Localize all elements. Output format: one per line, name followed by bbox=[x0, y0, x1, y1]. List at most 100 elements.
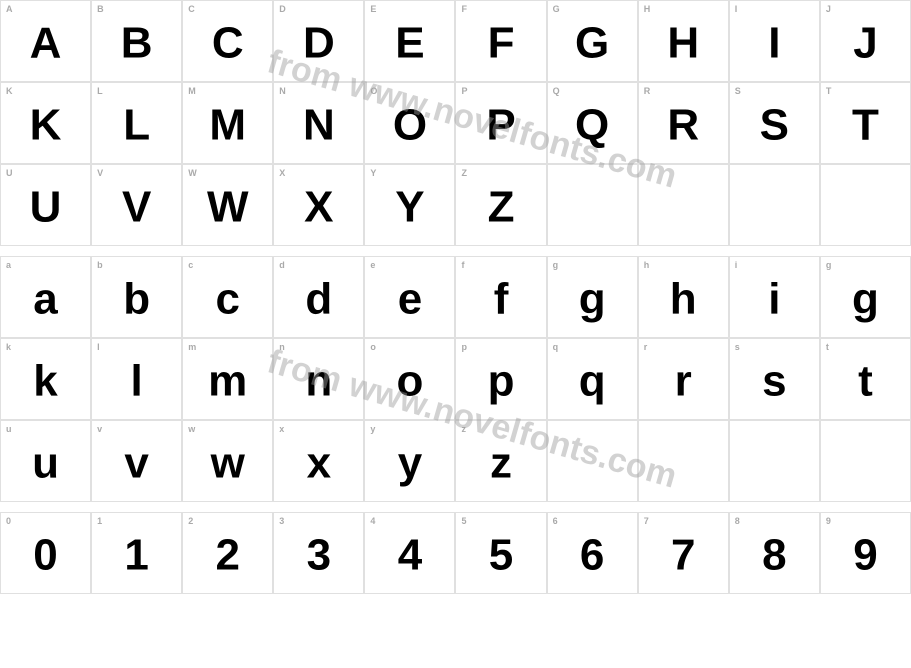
glyph-cell-label: s bbox=[735, 342, 740, 352]
glyph-cell: EE bbox=[364, 0, 455, 82]
glyph-cell: ff bbox=[455, 256, 546, 338]
glyph-cell-glyph: 9 bbox=[853, 531, 877, 581]
glyph-grid-section: aabbccddeeffgghhiiggkkllmmnnooppqqrrsstt… bbox=[0, 256, 911, 502]
glyph-cell: WW bbox=[182, 164, 273, 246]
glyph-cell-glyph: 1 bbox=[124, 531, 148, 581]
glyph-cell-label: g bbox=[553, 260, 559, 270]
glyph-cell-label: U bbox=[6, 168, 13, 178]
glyph-cell-glyph: m bbox=[208, 357, 247, 407]
glyph-cell-glyph: F bbox=[488, 19, 515, 69]
glyph-cell: CC bbox=[182, 0, 273, 82]
glyph-cell: 66 bbox=[547, 512, 638, 594]
glyph-cell-glyph: Q bbox=[575, 101, 609, 151]
glyph-cell-label: k bbox=[6, 342, 11, 352]
glyph-cell-label: 7 bbox=[644, 516, 649, 526]
glyph-cell-glyph: 7 bbox=[671, 531, 695, 581]
glyph-cell: 44 bbox=[364, 512, 455, 594]
glyph-cell-label: F bbox=[461, 4, 467, 14]
glyph-cell: dd bbox=[273, 256, 364, 338]
glyph-cell-glyph: u bbox=[32, 439, 59, 489]
glyph-cell-label: p bbox=[461, 342, 467, 352]
glyph-cell: JJ bbox=[820, 0, 911, 82]
glyph-cell-glyph: V bbox=[122, 183, 151, 233]
glyph-cell-label: o bbox=[370, 342, 376, 352]
glyph-cell-label: 1 bbox=[97, 516, 102, 526]
glyph-cell-label: u bbox=[6, 424, 12, 434]
glyph-cell-glyph: W bbox=[207, 183, 249, 233]
glyph-cell: GG bbox=[547, 0, 638, 82]
glyph-cell bbox=[547, 420, 638, 502]
glyph-cell-label: 2 bbox=[188, 516, 193, 526]
glyph-cell bbox=[638, 164, 729, 246]
glyph-cell bbox=[729, 164, 820, 246]
glyph-cell: AA bbox=[0, 0, 91, 82]
glyph-cell: uu bbox=[0, 420, 91, 502]
glyph-cell-glyph: B bbox=[121, 19, 153, 69]
glyph-cell-label: L bbox=[97, 86, 103, 96]
glyph-cell-label: E bbox=[370, 4, 376, 14]
glyph-cell-glyph: c bbox=[215, 275, 239, 325]
glyph-cell: qq bbox=[547, 338, 638, 420]
glyph-cell-glyph: 5 bbox=[489, 531, 513, 581]
glyph-cell-glyph: 2 bbox=[215, 531, 239, 581]
glyph-cell-glyph: X bbox=[304, 183, 333, 233]
glyph-cell: cc bbox=[182, 256, 273, 338]
glyph-cell-label: R bbox=[644, 86, 651, 96]
glyph-cell: ii bbox=[729, 256, 820, 338]
glyph-cell-glyph: J bbox=[853, 19, 877, 69]
glyph-grid-section: 00112233445566778899 bbox=[0, 512, 911, 594]
glyph-cell-glyph: P bbox=[486, 101, 515, 151]
glyph-cell-label: 0 bbox=[6, 516, 11, 526]
glyph-cell: aa bbox=[0, 256, 91, 338]
glyph-cell: hh bbox=[638, 256, 729, 338]
glyph-cell: MM bbox=[182, 82, 273, 164]
glyph-cell-label: g bbox=[826, 260, 832, 270]
glyph-cell: 99 bbox=[820, 512, 911, 594]
glyph-cell: II bbox=[729, 0, 820, 82]
glyph-cell-label: C bbox=[188, 4, 195, 14]
glyph-cell-glyph: K bbox=[30, 101, 62, 151]
glyph-cell-glyph: t bbox=[858, 357, 873, 407]
glyph-cell: nn bbox=[273, 338, 364, 420]
glyph-cell-label: 9 bbox=[826, 516, 831, 526]
glyph-cell-glyph: L bbox=[123, 101, 150, 151]
glyph-cell-label: x bbox=[279, 424, 284, 434]
glyph-cell bbox=[729, 420, 820, 502]
glyph-cell-label: O bbox=[370, 86, 377, 96]
glyph-cell-label: f bbox=[461, 260, 464, 270]
glyph-cell-glyph: N bbox=[303, 101, 335, 151]
glyph-cell: gg bbox=[820, 256, 911, 338]
section-spacer bbox=[0, 246, 911, 256]
glyph-cell-glyph: o bbox=[396, 357, 423, 407]
glyph-cell-glyph: S bbox=[760, 101, 789, 151]
glyph-cell-glyph: 6 bbox=[580, 531, 604, 581]
glyph-cell: PP bbox=[455, 82, 546, 164]
glyph-cell-label: a bbox=[6, 260, 11, 270]
glyph-cell-glyph: 8 bbox=[762, 531, 786, 581]
glyph-cell: kk bbox=[0, 338, 91, 420]
glyph-cell: yy bbox=[364, 420, 455, 502]
glyph-cell: OO bbox=[364, 82, 455, 164]
glyph-cell: 88 bbox=[729, 512, 820, 594]
glyph-cell-glyph: R bbox=[667, 101, 699, 151]
glyph-cell-label: D bbox=[279, 4, 286, 14]
glyph-cell: TT bbox=[820, 82, 911, 164]
glyph-cell: ZZ bbox=[455, 164, 546, 246]
glyph-cell: rr bbox=[638, 338, 729, 420]
glyph-cell: QQ bbox=[547, 82, 638, 164]
glyph-cell-glyph: l bbox=[131, 357, 143, 407]
glyph-cell-glyph: H bbox=[667, 19, 699, 69]
glyph-cell: YY bbox=[364, 164, 455, 246]
glyph-cell-label: W bbox=[188, 168, 197, 178]
glyph-cell: 22 bbox=[182, 512, 273, 594]
glyph-cell-glyph: z bbox=[490, 439, 512, 489]
glyph-cell-glyph: G bbox=[575, 19, 609, 69]
glyph-cell-label: Y bbox=[370, 168, 376, 178]
glyph-cell-label: G bbox=[553, 4, 560, 14]
glyph-cell-label: J bbox=[826, 4, 831, 14]
glyph-cell bbox=[638, 420, 729, 502]
glyph-cell-glyph: Z bbox=[488, 183, 515, 233]
glyph-cell-glyph: n bbox=[305, 357, 332, 407]
glyph-cell: BB bbox=[91, 0, 182, 82]
glyph-cell-glyph: E bbox=[395, 19, 424, 69]
